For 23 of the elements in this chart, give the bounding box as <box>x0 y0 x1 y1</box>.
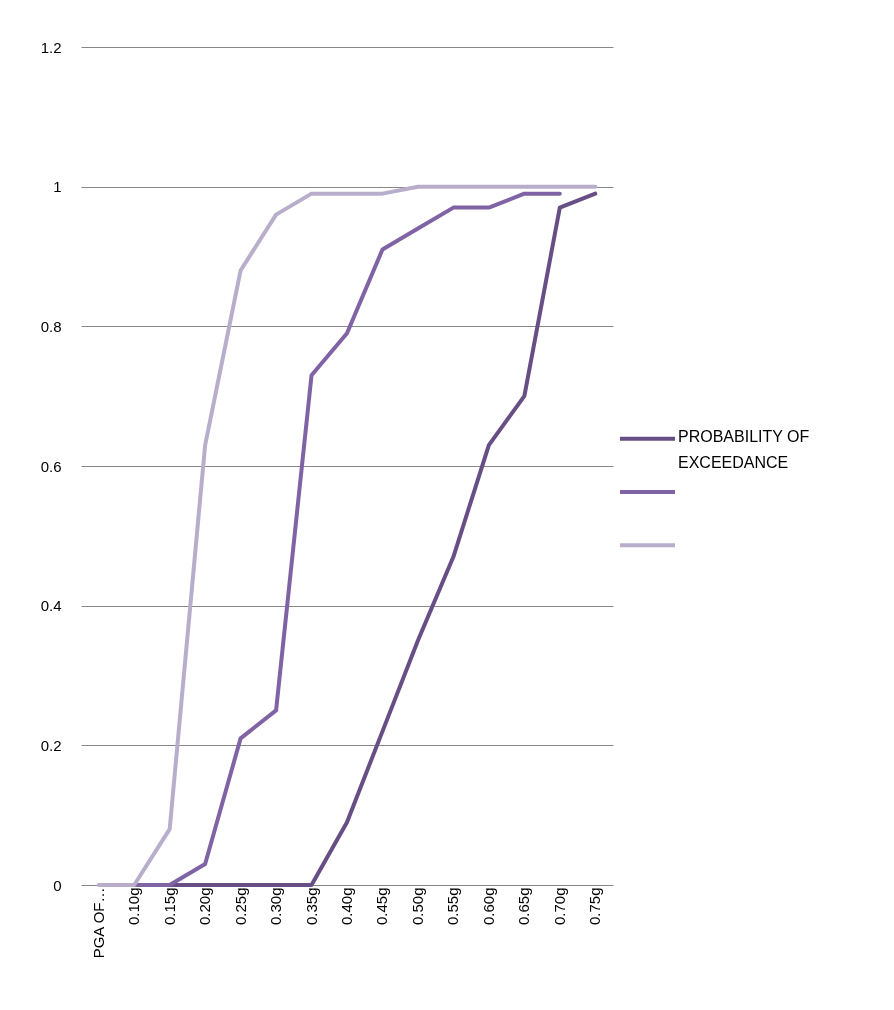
x-tick-label: PGA OF… <box>89 887 107 959</box>
x-tick-label: 0.50g <box>408 887 426 926</box>
x-tick-label: 0.30g <box>267 887 285 926</box>
x-tick-label: 0.55g <box>444 887 462 926</box>
x-tick-label: 0.65g <box>515 887 533 926</box>
y-tick-label: 0.6 <box>40 457 62 475</box>
x-tick-label: 0.35g <box>302 887 320 926</box>
x-tick-label: 0.20g <box>196 887 214 926</box>
y-tick-label: 0.2 <box>40 736 62 754</box>
legend-label: PROBABILITY OF EXCEEDANCE <box>678 427 810 471</box>
y-tick-label: 0.8 <box>40 317 62 335</box>
x-tick-label: 0.15g <box>160 887 178 926</box>
y-tick-label: 0.4 <box>40 597 62 615</box>
x-tick-label: 0.45g <box>373 887 391 926</box>
x-tick-label: 0.75g <box>586 887 604 926</box>
y-tick-label: 1 <box>53 178 62 196</box>
x-tick-label: 0.70g <box>550 887 568 926</box>
x-tick-label: 0.60g <box>479 887 497 926</box>
y-tick-label: 1.2 <box>40 38 62 56</box>
x-tick-label: 0.25g <box>231 887 249 926</box>
x-tick-label: 0.40g <box>338 887 355 926</box>
x-tick-label: 0.10g <box>125 887 143 926</box>
y-tick-label: 0 <box>53 876 62 894</box>
